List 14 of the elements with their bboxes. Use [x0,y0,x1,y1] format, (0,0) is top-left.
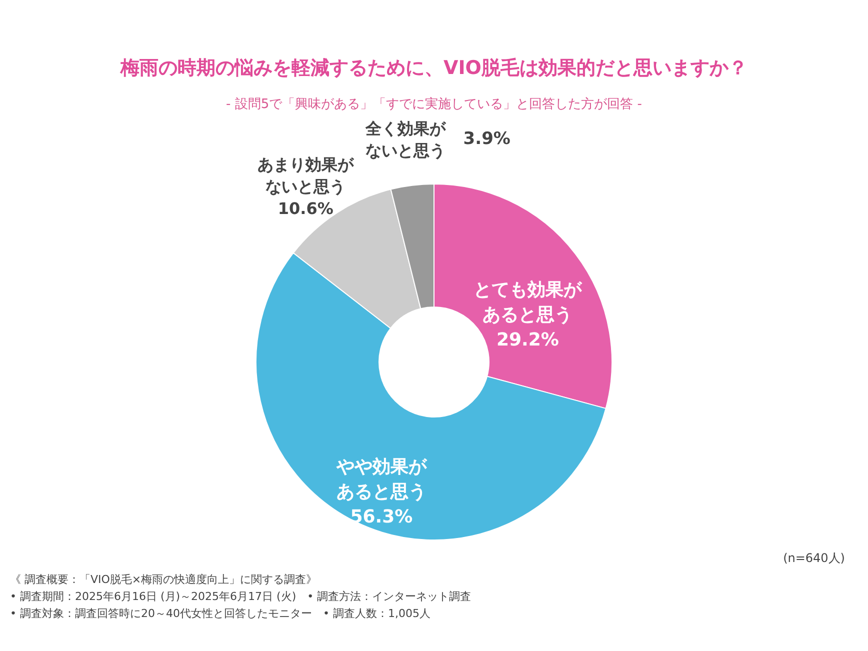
chart-subtitle: - 設問5で「興味がある」「すでに実施している」と回答した方が回答 - [226,96,642,112]
slice-label: あまり効果がないと思う [258,155,355,196]
chart-title: 梅雨の時期の悩みを軽減するために、VIO脱毛は効果的だと思いますか？ [120,57,748,79]
slice-label: 全く効果がないと思う [364,118,446,160]
text: 《 調査概要：「VIO脱毛×梅雨の快適度向上」に関する調査》 [10,573,318,586]
data-label: 10.6% [278,199,334,218]
text: • 調査期間：2025年6月16日 (月)～2025年6月17日 (火) • 調査方法：インターネット調査 [10,590,472,603]
slice-label: やや効果があると思う [335,456,428,503]
data-label: 29.2% [496,329,559,350]
data-label: 3.9% [463,128,510,149]
text: (n=640人) [783,551,845,565]
text: • 調査対象：調査回答時に20～40代女性と回答したモニター • 調査人数：1,005人 [10,607,430,620]
data-label: 56.3% [350,506,413,528]
slice-label: とても効果があると思う [474,279,583,326]
